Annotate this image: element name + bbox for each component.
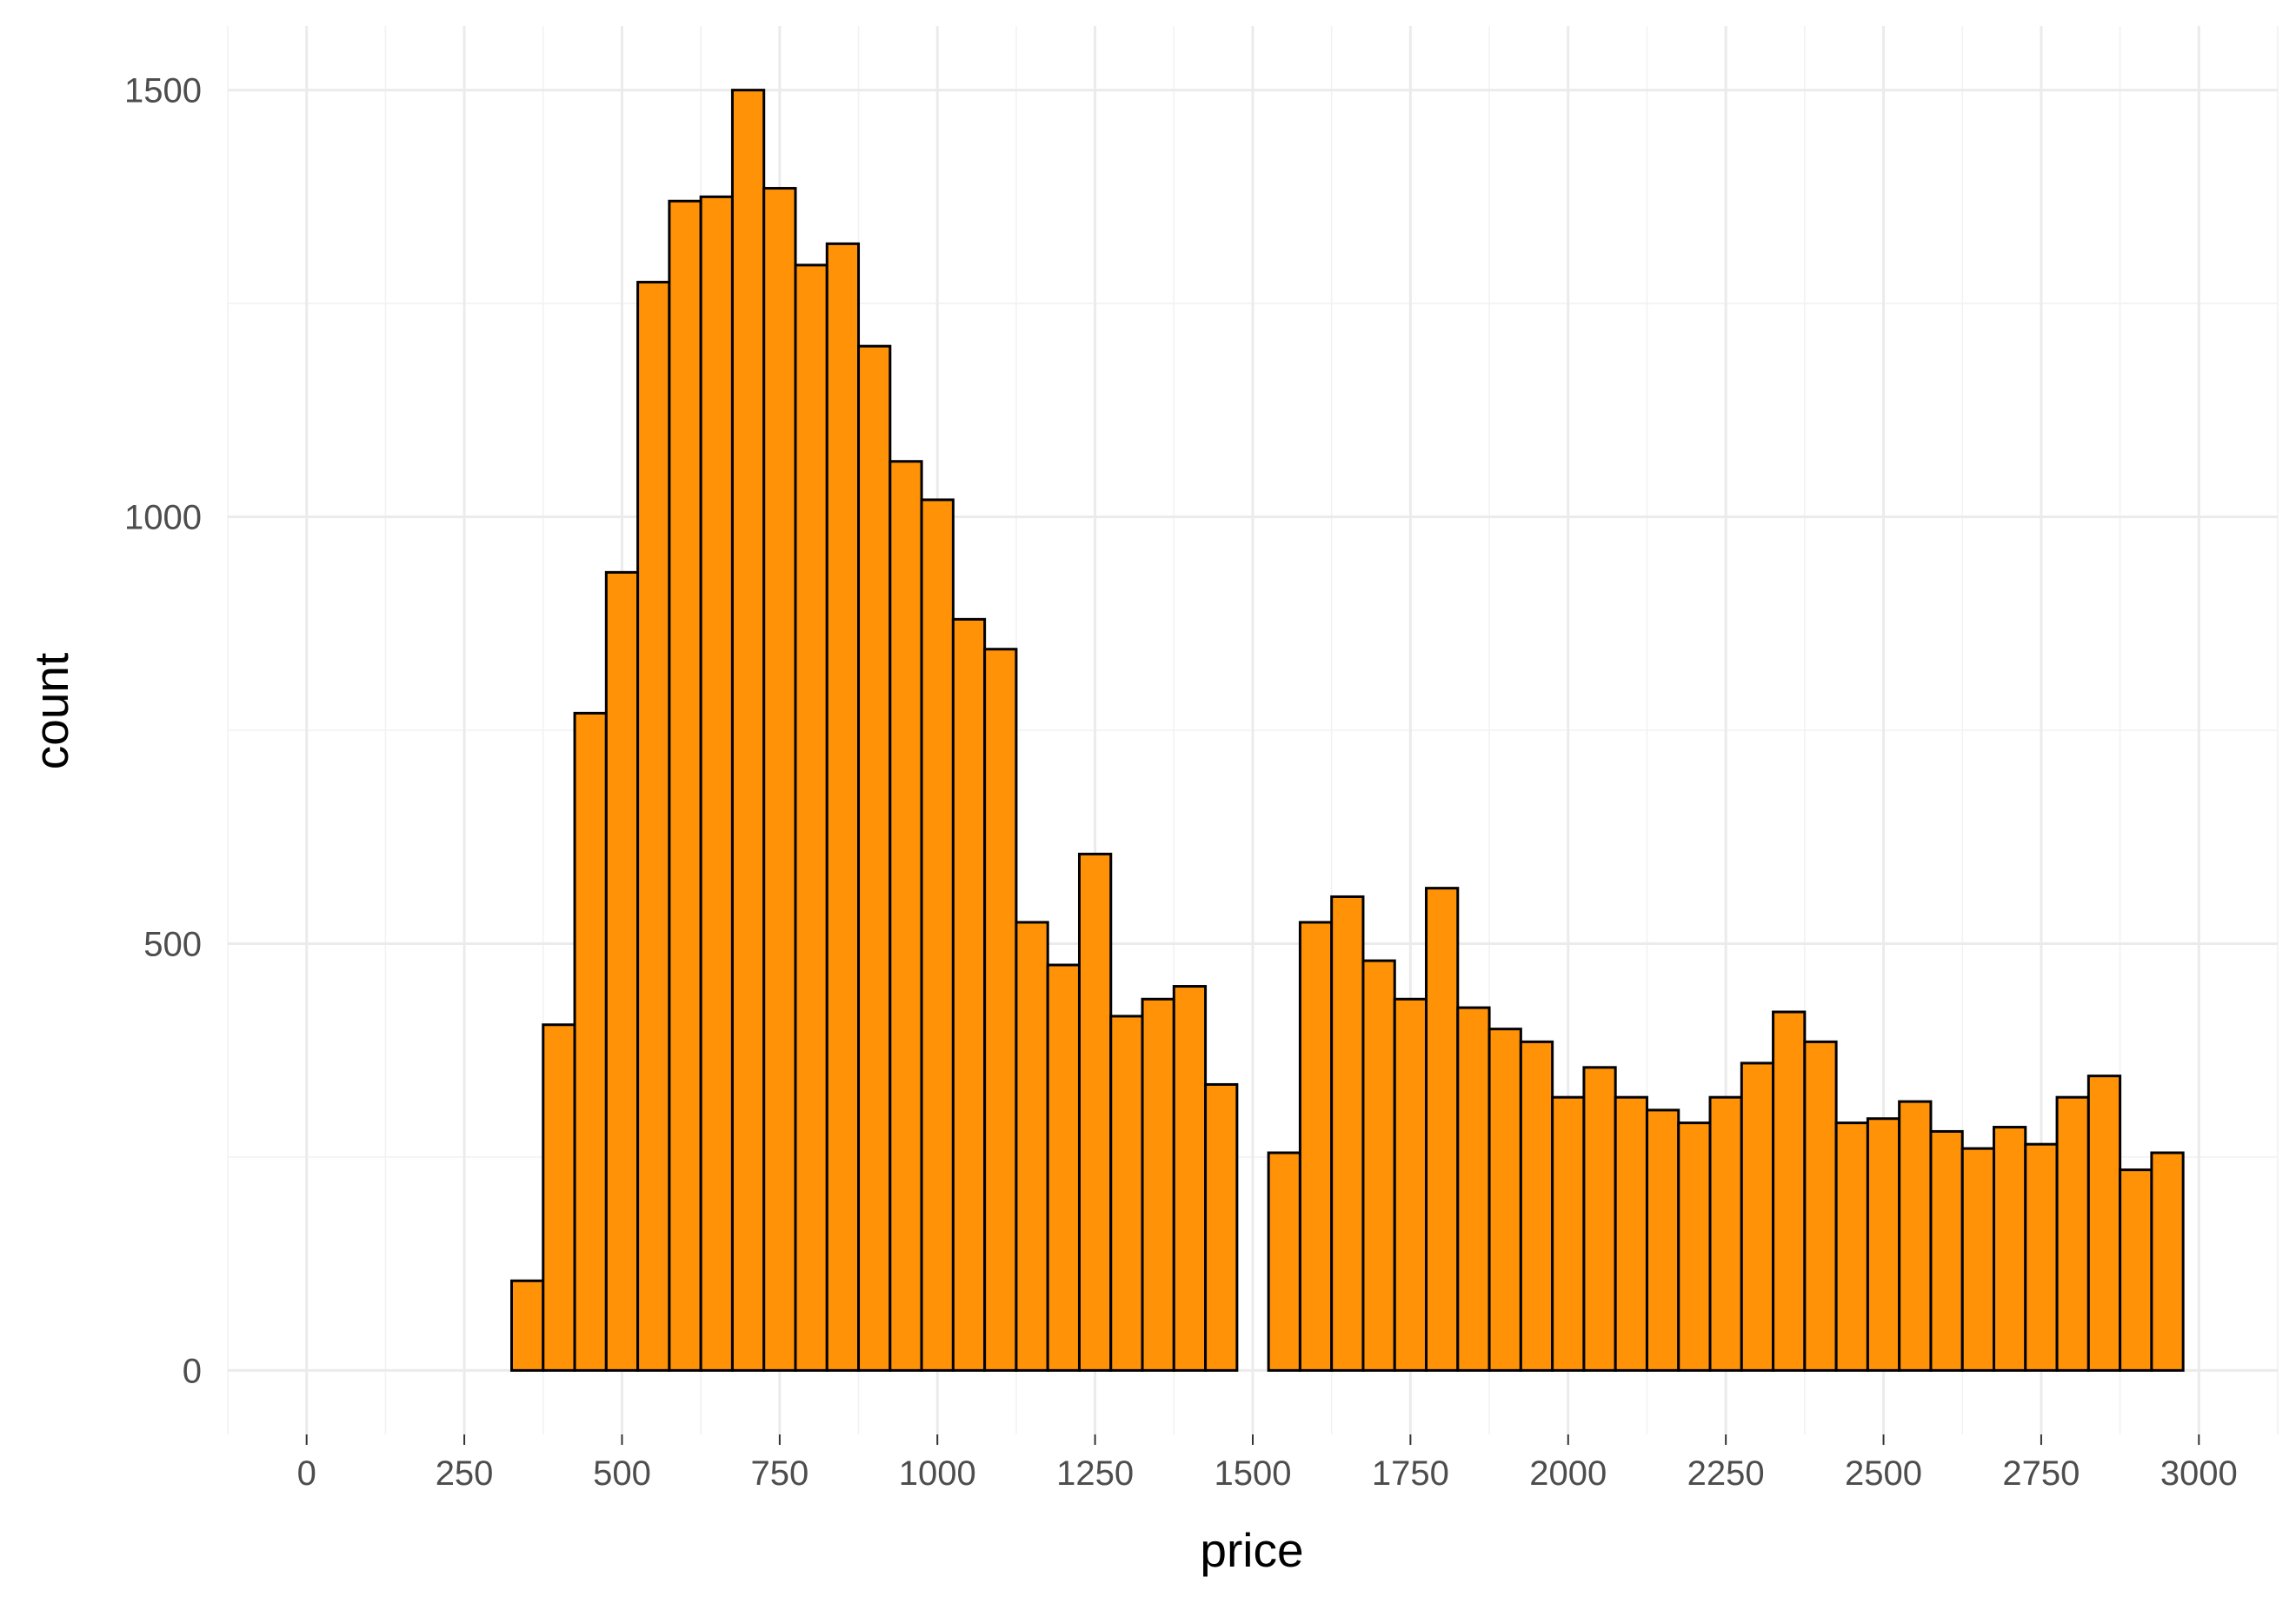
histogram-bar — [888, 460, 923, 1372]
histogram-bar — [1834, 1121, 1869, 1372]
histogram-bar — [1109, 1015, 1144, 1372]
histogram-bar — [1141, 997, 1175, 1372]
histogram-bar — [1993, 1126, 2027, 1372]
x-tick-label: 1250 — [1056, 1454, 1134, 1493]
histogram-bar — [762, 187, 797, 1372]
histogram-bar — [983, 648, 1018, 1372]
histogram-bar — [1772, 1010, 1807, 1372]
x-tick-label: 250 — [436, 1454, 494, 1493]
x-axis-ticks — [305, 1434, 2200, 1445]
histogram-bar — [1582, 1066, 1617, 1372]
histogram-bar — [509, 1279, 545, 1372]
histogram-bar — [1740, 1061, 1775, 1372]
x-tick-label: 1500 — [1215, 1454, 1292, 1493]
histogram-bars — [509, 89, 2185, 1372]
histogram-bar — [951, 617, 987, 1372]
histogram-bar — [1425, 887, 1460, 1372]
histogram-bar — [542, 1023, 576, 1372]
x-tick-label: 1000 — [899, 1454, 976, 1493]
histogram-bar — [1015, 921, 1049, 1372]
histogram-bar — [1898, 1100, 1933, 1372]
histogram-bar — [920, 498, 955, 1372]
histogram-bar — [857, 344, 892, 1372]
histogram-bar — [1551, 1095, 1586, 1372]
histogram-bar — [1519, 1040, 1554, 1372]
histogram-bar — [1929, 1129, 1964, 1372]
x-axis-title: price — [1200, 1523, 1303, 1577]
histogram-bar — [1267, 1151, 1301, 1372]
histogram-bar — [1677, 1121, 1712, 1372]
histogram-bar — [1393, 997, 1428, 1372]
histogram-bar — [2024, 1142, 2059, 1372]
histogram-bar — [1866, 1117, 1901, 1372]
x-tick-label: 2500 — [1845, 1454, 1922, 1493]
histogram-bar — [2055, 1095, 2090, 1372]
x-tick-label: 1750 — [1372, 1454, 1449, 1493]
histogram-bar — [1361, 959, 1396, 1372]
histogram-bar — [636, 281, 671, 1372]
histogram-bar — [1046, 963, 1081, 1372]
histogram-bar — [1614, 1095, 1648, 1372]
y-tick-label: 1000 — [124, 499, 202, 537]
histogram-bar — [2119, 1168, 2153, 1372]
x-tick-label: 3000 — [2160, 1454, 2238, 1493]
histogram-bar — [668, 199, 702, 1372]
x-tick-label: 750 — [750, 1454, 809, 1493]
histogram-bar — [1645, 1108, 1680, 1372]
histogram-bar — [1330, 895, 1365, 1372]
x-tick-label: 0 — [297, 1454, 316, 1493]
histogram-bar — [730, 89, 766, 1372]
x-axis-tick-labels: 0 250 500 750 1000 1250 1500 1750 2000 2250 2500 27… — [297, 1454, 2238, 1493]
histogram-bar — [573, 711, 608, 1372]
histogram-bar — [1708, 1095, 1743, 1372]
histogram-bar — [2150, 1151, 2185, 1372]
histogram-bar — [1456, 1006, 1491, 1372]
y-tick-label: 500 — [143, 925, 202, 963]
histogram-bar — [1172, 985, 1208, 1372]
histogram-bar — [825, 242, 861, 1372]
y-tick-label: 1500 — [124, 72, 202, 110]
x-tick-label: 2000 — [1529, 1454, 1607, 1493]
histogram-bar — [1077, 852, 1113, 1372]
x-tick-label: 2750 — [2002, 1454, 2080, 1493]
x-tick-label: 500 — [593, 1454, 651, 1493]
histogram-bar — [1960, 1147, 1996, 1372]
x-tick-label: 2250 — [1687, 1454, 1765, 1493]
histogram-bar — [1204, 1082, 1239, 1372]
histogram-bar — [1803, 1040, 1838, 1372]
histogram-bar — [1298, 921, 1334, 1372]
histogram-bar — [699, 195, 734, 1372]
y-axis-tick-labels: 0 500 1000 1500 — [124, 72, 202, 1391]
histogram-bar — [794, 263, 829, 1372]
histogram-bar — [2086, 1075, 2122, 1372]
y-axis-title: count — [24, 653, 78, 770]
y-tick-label: 0 — [183, 1352, 202, 1390]
histogram-bar — [1487, 1028, 1522, 1372]
histogram-bar — [604, 570, 640, 1372]
